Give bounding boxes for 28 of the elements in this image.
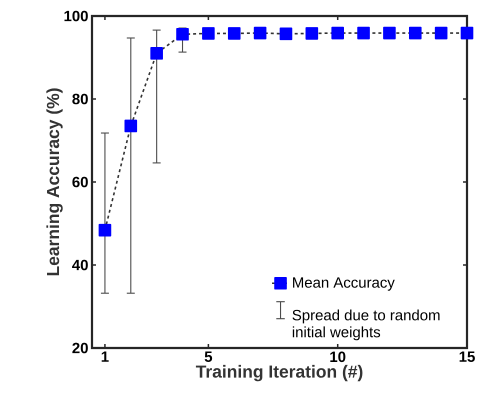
point xyxy=(202,27,215,40)
x-tick-label: 1 xyxy=(102,352,109,362)
point xyxy=(357,26,370,40)
point xyxy=(408,26,422,40)
x-tick-label: 10 xyxy=(330,352,346,362)
y-tick-label: 100 xyxy=(64,10,88,22)
x-tick-label: 5 xyxy=(204,352,212,362)
point xyxy=(124,120,138,132)
point xyxy=(383,26,396,40)
point xyxy=(150,47,163,60)
point xyxy=(434,26,448,40)
y-tick-label: 60 xyxy=(72,176,88,188)
point xyxy=(280,28,292,40)
legend-label: Mean Accuracy xyxy=(293,277,395,291)
point xyxy=(460,26,474,40)
annotation: Spread due to random initial weights xyxy=(292,309,440,340)
y-tick-label: 80 xyxy=(72,94,88,104)
x-axis-title: Training Iteration (#) xyxy=(196,364,362,382)
point xyxy=(176,28,189,41)
point xyxy=(228,27,241,40)
y-tick-label: 20 xyxy=(72,342,88,354)
point xyxy=(254,26,266,40)
x-tick-label: 15 xyxy=(460,352,475,362)
point xyxy=(98,224,112,236)
point xyxy=(306,27,318,40)
y-tick-label: 40 xyxy=(72,260,88,270)
y-axis-title: Learning Accuracy (%) xyxy=(46,88,63,276)
point xyxy=(331,26,344,40)
